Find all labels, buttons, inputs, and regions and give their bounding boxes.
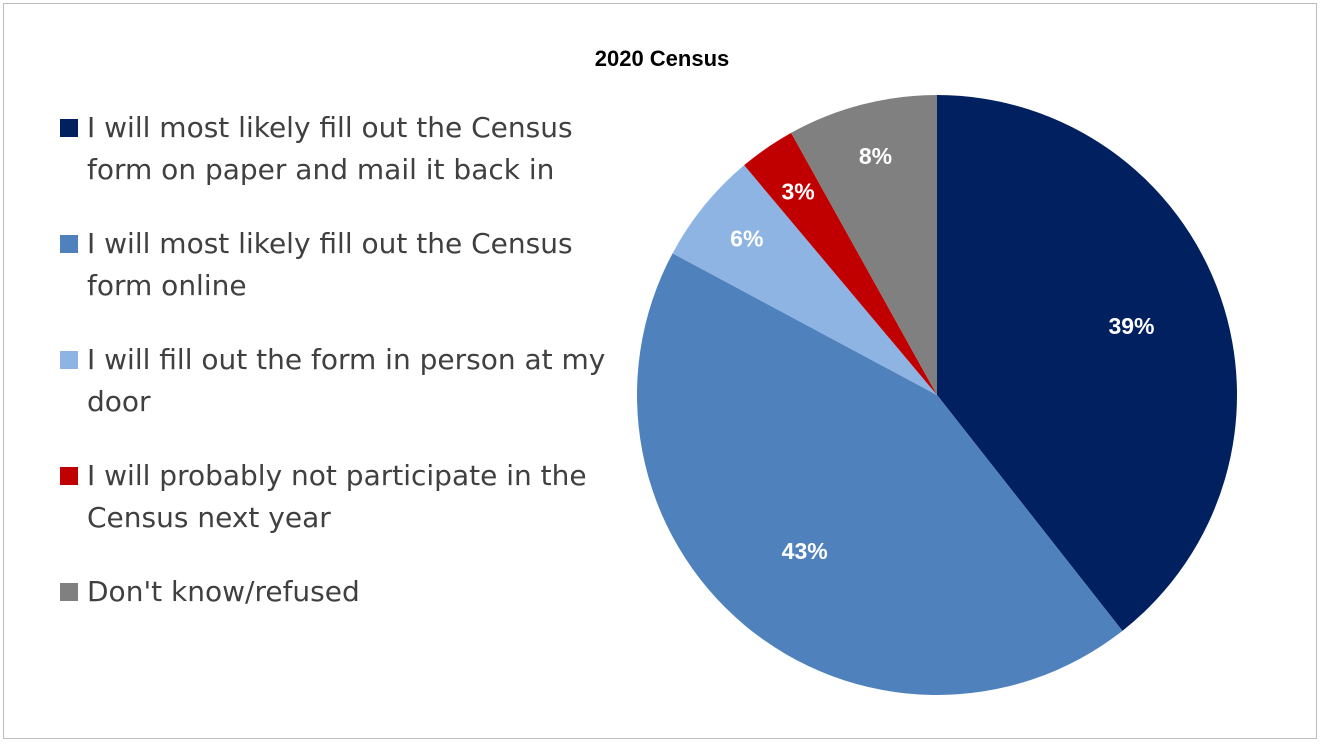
- pie-slice-online: [636, 253, 1123, 696]
- pie-slice-dont-know: [791, 95, 937, 395]
- legend-item-in-person: I will fill out the form in person at my…: [60, 339, 640, 423]
- legend-item-paper: I will most likely fill out the Census f…: [60, 107, 640, 191]
- legend-item-dont-know: Don't know/refused: [60, 571, 640, 613]
- chart-legend: I will most likely fill out the Census f…: [60, 107, 640, 613]
- data-label-not-participate: 3%: [781, 178, 814, 204]
- data-label-dont-know: 8%: [859, 143, 892, 169]
- legend-label-in-person: I will fill out the form in person at my…: [87, 343, 606, 418]
- data-label-in-person: 6%: [730, 226, 763, 252]
- legend-swatch-paper: [60, 119, 78, 137]
- legend-label-not-participate: I will probably not participate in the C…: [87, 459, 587, 534]
- legend-label-online: I will most likely fill out the Census f…: [87, 227, 573, 302]
- legend-swatch-not-participate: [60, 467, 78, 485]
- chart-title: 2020 Census: [594, 46, 730, 71]
- legend-swatch-online: [60, 235, 78, 253]
- legend-item-not-participate: I will probably not participate in the C…: [60, 455, 640, 539]
- pie-slice-paper: [937, 95, 1238, 631]
- legend-label-paper: I will most likely fill out the Census f…: [87, 111, 573, 186]
- legend-item-online: I will most likely fill out the Census f…: [60, 223, 640, 307]
- pie-chart: 39% 43% 6% 3% 8%: [636, 95, 1238, 696]
- data-label-paper: 39%: [1108, 313, 1154, 339]
- pie-slice-not-participate: [744, 132, 937, 395]
- legend-swatch-in-person: [60, 351, 78, 369]
- legend-swatch-dont-know: [60, 583, 78, 601]
- data-label-online: 43%: [782, 538, 828, 564]
- legend-label-dont-know: Don't know/refused: [87, 575, 360, 608]
- pie-slice-in-person: [672, 165, 937, 395]
- chart-area: 2020 Census I will most likely fill out …: [3, 3, 1317, 739]
